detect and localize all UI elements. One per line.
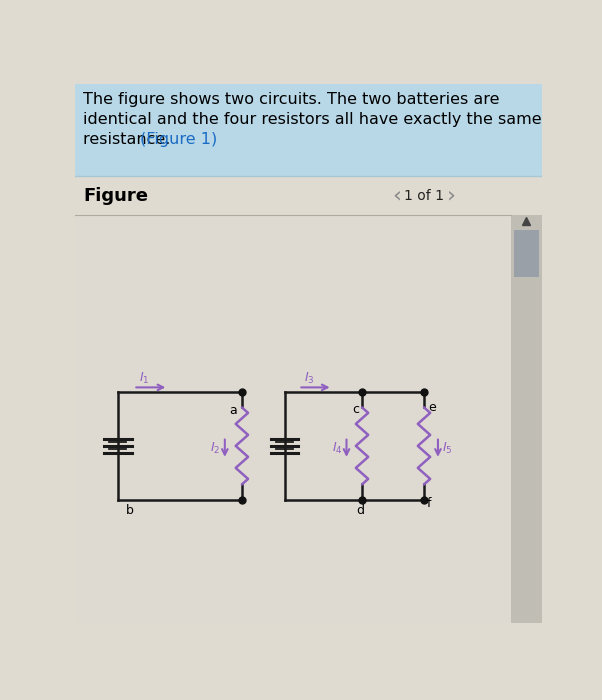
Text: (Figure 1): (Figure 1) xyxy=(140,132,217,147)
Bar xyxy=(75,176,542,215)
Bar xyxy=(75,215,511,623)
Bar xyxy=(75,84,542,176)
Text: b: b xyxy=(126,504,134,517)
Text: d: d xyxy=(356,504,364,517)
Text: $I_3$: $I_3$ xyxy=(304,372,315,386)
Text: ›: › xyxy=(447,186,456,206)
Text: $I_5$: $I_5$ xyxy=(442,441,453,456)
Text: f: f xyxy=(427,498,432,510)
Text: e: e xyxy=(428,401,436,414)
Text: The figure shows two circuits. The two batteries are: The figure shows two circuits. The two b… xyxy=(83,92,500,106)
Bar xyxy=(511,215,542,623)
Text: $I_2$: $I_2$ xyxy=(210,441,221,456)
Text: ‹: ‹ xyxy=(393,186,402,206)
Text: identical and the four resistors all have exactly the same: identical and the four resistors all hav… xyxy=(83,112,542,127)
Text: $I_1$: $I_1$ xyxy=(140,372,150,386)
Bar xyxy=(514,230,539,276)
Text: 1 of 1: 1 of 1 xyxy=(404,188,444,203)
Text: c: c xyxy=(353,402,360,416)
Text: Figure: Figure xyxy=(83,187,148,204)
Text: a: a xyxy=(229,405,237,417)
Text: resistance.: resistance. xyxy=(83,132,176,147)
Text: $I_4$: $I_4$ xyxy=(332,441,343,456)
